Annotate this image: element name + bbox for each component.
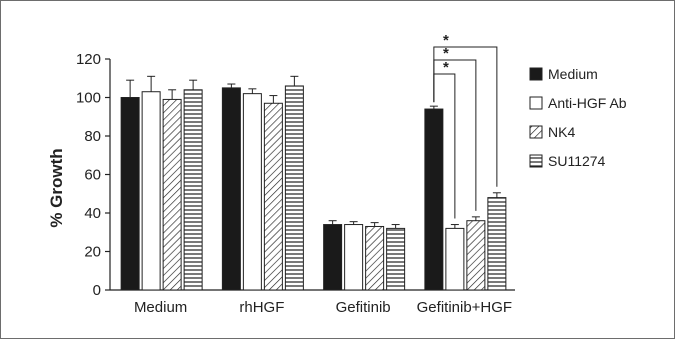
significance-star: * xyxy=(443,45,449,62)
bar xyxy=(365,225,385,291)
bar xyxy=(141,91,161,291)
bar xyxy=(221,87,241,291)
bar xyxy=(445,227,465,291)
x-tick-label: Gefitinib+HGF xyxy=(417,299,512,316)
legend-label: Medium xyxy=(548,66,598,82)
y-tick-label: 0 xyxy=(93,282,101,299)
bar xyxy=(424,108,444,291)
y-tick-label: 80 xyxy=(84,128,101,145)
legend: Medium Anti-HGF Ab NK4 SU11274 xyxy=(529,66,627,169)
legend-swatch xyxy=(529,125,543,139)
y-tick-label: 60 xyxy=(84,167,101,184)
x-tick-label: Medium xyxy=(134,299,187,316)
y-tick-label: 100 xyxy=(76,90,101,107)
legend-label: SU11274 xyxy=(548,153,606,169)
x-tick-label: Gefitinib xyxy=(336,299,391,316)
bar xyxy=(386,227,406,291)
y-tick-label: 120 xyxy=(76,51,101,68)
y-tick-label: 20 xyxy=(84,244,101,261)
legend-swatch xyxy=(529,67,543,81)
legend-swatch xyxy=(529,154,543,168)
legend-label: NK4 xyxy=(548,124,575,140)
significance-star: * xyxy=(443,32,449,49)
axes: 0 20 40 60 80 100 120 Medium rhHGF Gefitinib Gefit… xyxy=(76,51,515,316)
y-tick-label: 40 xyxy=(84,205,101,222)
bar xyxy=(242,93,262,291)
significance-annotations: *** xyxy=(433,32,498,219)
x-tick-label: rhHGF xyxy=(239,299,284,316)
bar xyxy=(263,102,283,291)
bar xyxy=(487,197,507,291)
legend-swatch xyxy=(529,96,543,110)
bar xyxy=(284,85,304,291)
bar xyxy=(323,224,343,291)
bar xyxy=(162,98,182,291)
bar xyxy=(466,220,486,291)
bar xyxy=(344,224,364,291)
bar xyxy=(120,97,140,291)
bar xyxy=(183,89,203,291)
y-axis-title: % Growth xyxy=(47,148,66,227)
significance-bracket xyxy=(433,46,498,187)
bars xyxy=(120,75,507,291)
legend-label: Anti-HGF Ab xyxy=(548,95,627,111)
significance-star: * xyxy=(443,59,449,76)
